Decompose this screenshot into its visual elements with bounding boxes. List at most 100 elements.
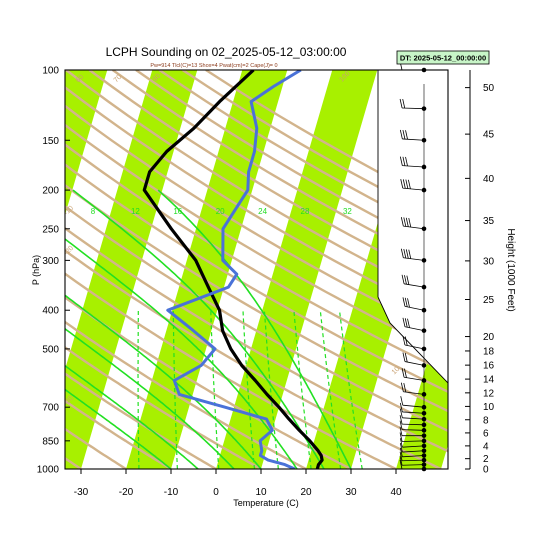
wind-barb-flag — [399, 402, 403, 413]
wind-barb-flag — [400, 179, 404, 189]
wind-barb-flag — [402, 352, 406, 362]
height-tick-label: 18 — [483, 346, 495, 357]
isotherm-band — [65, 70, 108, 216]
wind-barb-flag — [400, 248, 404, 258]
dry-adiabat — [65, 372, 217, 469]
wind-barb-flag — [403, 217, 407, 227]
wind-barb-flag — [399, 420, 403, 430]
wind-barb-flag — [402, 317, 406, 327]
isotherm-band — [0, 70, 17, 469]
wind-barb-flag — [400, 217, 404, 227]
wind-panel-mask — [378, 70, 448, 383]
p-tick-label: 400 — [42, 306, 59, 317]
p-tick-label: 200 — [42, 186, 59, 197]
y2-axis-label: Height (1000 Feet) — [505, 228, 516, 311]
x-tick-label: 30 — [345, 487, 357, 498]
dry-adiabat — [65, 70, 448, 304]
wind-barb-flag — [401, 274, 405, 284]
wind-barb-flag — [399, 156, 403, 166]
wind-barb-staff — [402, 165, 425, 168]
wind-panel-boundary — [377, 296, 449, 384]
plot-frame — [64, 69, 449, 470]
wind-barb-flag — [399, 459, 403, 470]
wind-barb-flag — [399, 98, 403, 109]
mixing-ratio-label: 28 — [301, 207, 310, 216]
height-tick-label: 6 — [483, 428, 489, 439]
wind-barb-flag — [402, 335, 406, 346]
moist-adiabat — [157, 189, 352, 469]
wind-barb-staff — [402, 423, 425, 426]
mixing-ratio-line — [210, 310, 220, 469]
wind-barb-flag — [399, 442, 403, 453]
mixing-ratio-label: 20 — [216, 207, 225, 216]
wind-barb-flag — [399, 456, 403, 466]
wind-barb-staff — [403, 283, 425, 288]
wind-barb-flag — [407, 318, 410, 328]
height-tick-label: 8 — [483, 415, 489, 426]
dry-adiabat — [65, 399, 172, 469]
wind-barb-flag — [405, 130, 408, 140]
y-axis-label: P (hPa) — [31, 255, 41, 285]
dry-adiabat-label: 70 — [113, 74, 124, 85]
wind-barb-staff — [402, 138, 425, 141]
wind-barb-staff — [402, 411, 425, 414]
mixing-ratio-label: 24 — [258, 207, 267, 216]
wind-barb-dot — [421, 416, 427, 422]
height-tick-label: 12 — [483, 388, 495, 399]
dry-adiabat — [65, 427, 127, 469]
dry-adiabat — [88, 70, 448, 288]
wind-barb-staff — [402, 404, 425, 408]
wind-barb-dot — [421, 422, 427, 428]
p-tick-label: 100 — [42, 66, 59, 77]
dry-adiabat — [65, 183, 448, 413]
wind-barb-staff — [402, 417, 425, 420]
wind-barb-flag — [404, 297, 408, 307]
isotherm-band — [216, 70, 378, 469]
x-axis-label: Temperature (C) — [233, 498, 299, 508]
height-tick-label: 10 — [483, 402, 495, 413]
x-tick-label: -20 — [119, 487, 134, 498]
wind-barb-flag — [403, 382, 407, 393]
wind-barb-flag — [400, 396, 404, 406]
height-tick-label: 16 — [483, 361, 495, 372]
height-tick-label: 20 — [483, 332, 495, 343]
wind-barb-flag — [408, 179, 411, 189]
moist-adiabat — [72, 189, 325, 469]
height-tick-label: 30 — [483, 256, 495, 267]
wind-barb-staff — [403, 376, 425, 381]
wind-barb-flag — [400, 382, 404, 392]
wind-barb-flag — [399, 432, 403, 442]
wind-barb-flag — [407, 298, 410, 308]
wind-barb-flag — [399, 415, 403, 425]
wind-barb-staff — [403, 225, 425, 230]
dry-adiabat — [65, 272, 397, 469]
wind-barb-flag — [403, 248, 407, 259]
wind-barb-dot — [421, 428, 427, 433]
height-tick-label: 45 — [483, 130, 495, 141]
height-tick-label: 50 — [483, 83, 495, 94]
mixing-ratio-line — [319, 310, 342, 469]
mixing-ratio-line — [293, 310, 312, 469]
height-tick-label: 14 — [483, 375, 495, 386]
p-tick-label: 850 — [42, 436, 59, 447]
wind-barb-flag — [405, 217, 409, 227]
chart-subtitle: Pw=914 Tlcl(C)=13 Shox=4 Pwat(cm)=2 Cape… — [150, 63, 277, 69]
wind-barb-staff — [402, 455, 425, 458]
x-tick-label: 10 — [255, 487, 267, 498]
x-tick-label: -10 — [164, 487, 179, 498]
dry-adiabat — [112, 70, 448, 272]
dry-adiabat — [65, 345, 262, 469]
wind-barb-flag — [404, 336, 408, 346]
wind-barb-staff — [402, 187, 425, 191]
height-tick-label: 4 — [483, 441, 489, 452]
wind-barb-dot — [421, 410, 427, 416]
wind-barb-flag — [408, 218, 412, 228]
height-tick-label: 25 — [483, 295, 495, 306]
wind-barb-dot — [421, 404, 427, 410]
wind-barb-flag — [405, 249, 409, 259]
wind-barb-staff — [402, 440, 425, 442]
wind-barb-flag — [402, 297, 406, 307]
wind-barb-staff — [402, 459, 425, 462]
x-tick-label: -30 — [74, 487, 89, 498]
